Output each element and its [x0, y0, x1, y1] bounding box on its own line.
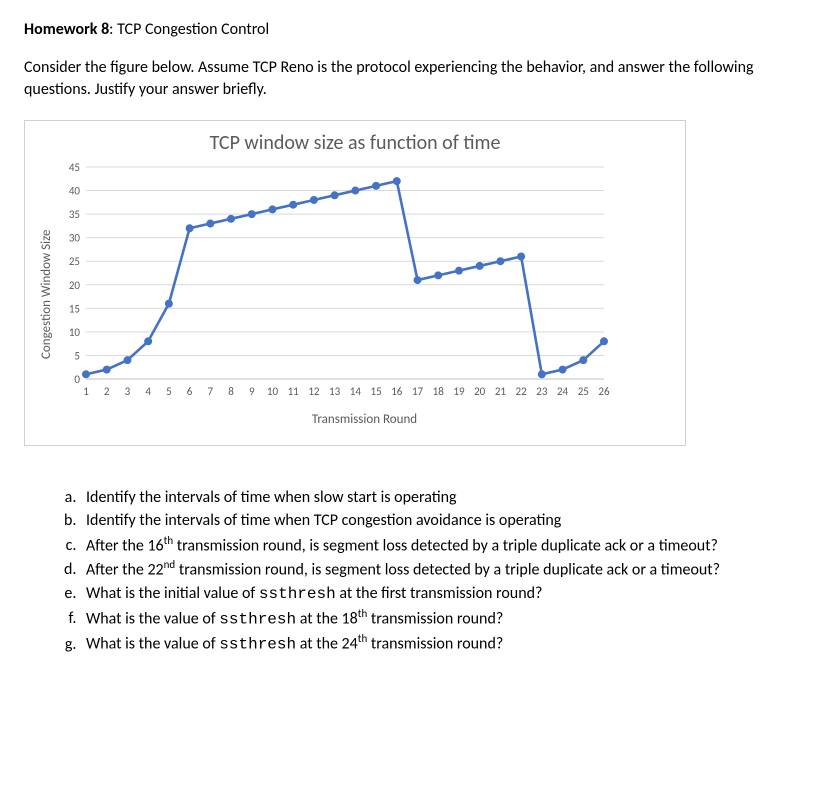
svg-text:20: 20: [474, 385, 486, 398]
question-c: After the 16th transmission round, is se…: [80, 533, 807, 558]
chart-y-axis-label: Congestion Window Size: [35, 161, 54, 427]
question-g: What is the value of ssthresh at the 24t…: [80, 631, 807, 657]
question-e: What is the initial value of ssthresh at…: [80, 582, 807, 606]
svg-text:25: 25: [69, 255, 80, 268]
svg-text:23: 23: [536, 385, 548, 398]
svg-text:40: 40: [69, 185, 81, 198]
svg-text:19: 19: [453, 385, 465, 398]
intro-paragraph: Consider the figure below. Assume TCP Re…: [24, 57, 807, 100]
question-a: Identify the intervals of time when slow…: [80, 486, 807, 509]
svg-text:3: 3: [125, 385, 131, 398]
svg-text:6: 6: [187, 385, 193, 398]
question-list: Identify the intervals of time when slow…: [40, 486, 807, 657]
heading-rest: : TCP Congestion Control: [109, 20, 269, 39]
svg-text:25: 25: [578, 385, 589, 398]
svg-text:21: 21: [495, 385, 507, 398]
svg-text:30: 30: [69, 232, 81, 245]
svg-text:45: 45: [69, 161, 80, 174]
question-b: Identify the intervals of time when TCP …: [80, 509, 807, 532]
svg-text:24: 24: [557, 385, 569, 398]
svg-text:18: 18: [433, 385, 445, 398]
chart-svg: 0510152025303540451234567891011121314151…: [54, 161, 614, 401]
svg-text:15: 15: [69, 303, 80, 316]
svg-text:9: 9: [249, 385, 255, 398]
svg-text:22: 22: [516, 385, 528, 398]
svg-text:12: 12: [308, 385, 320, 398]
svg-text:26: 26: [598, 385, 610, 398]
svg-text:2: 2: [104, 385, 110, 398]
svg-text:5: 5: [166, 385, 172, 398]
svg-text:8: 8: [228, 385, 234, 398]
svg-text:17: 17: [412, 385, 424, 398]
svg-text:15: 15: [371, 385, 382, 398]
chart-body: Congestion Window Size 05101520253035404…: [35, 161, 675, 427]
svg-text:0: 0: [74, 373, 80, 386]
chart-x-axis-label: Transmission Round: [54, 412, 675, 427]
heading-prefix: Homework 8: [24, 20, 109, 39]
svg-text:7: 7: [208, 385, 214, 398]
chart-plot-wrap: 0510152025303540451234567891011121314151…: [54, 161, 675, 427]
question-f: What is the value of ssthresh at the 18t…: [80, 606, 807, 632]
svg-text:16: 16: [391, 385, 403, 398]
svg-text:1: 1: [83, 385, 89, 398]
svg-text:5: 5: [74, 350, 80, 363]
svg-text:10: 10: [267, 385, 279, 398]
page-title: Homework 8: TCP Congestion Control: [24, 20, 807, 39]
svg-text:35: 35: [69, 208, 80, 221]
svg-text:13: 13: [329, 385, 341, 398]
svg-text:11: 11: [288, 385, 300, 398]
svg-text:14: 14: [350, 385, 362, 398]
chart-title: TCP window size as function of time: [35, 131, 675, 155]
svg-text:10: 10: [69, 326, 81, 339]
svg-text:20: 20: [69, 279, 81, 292]
question-d: After the 22nd transmission round, is se…: [80, 557, 807, 582]
chart-container: TCP window size as function of time Cong…: [24, 120, 686, 446]
svg-text:4: 4: [145, 385, 151, 398]
